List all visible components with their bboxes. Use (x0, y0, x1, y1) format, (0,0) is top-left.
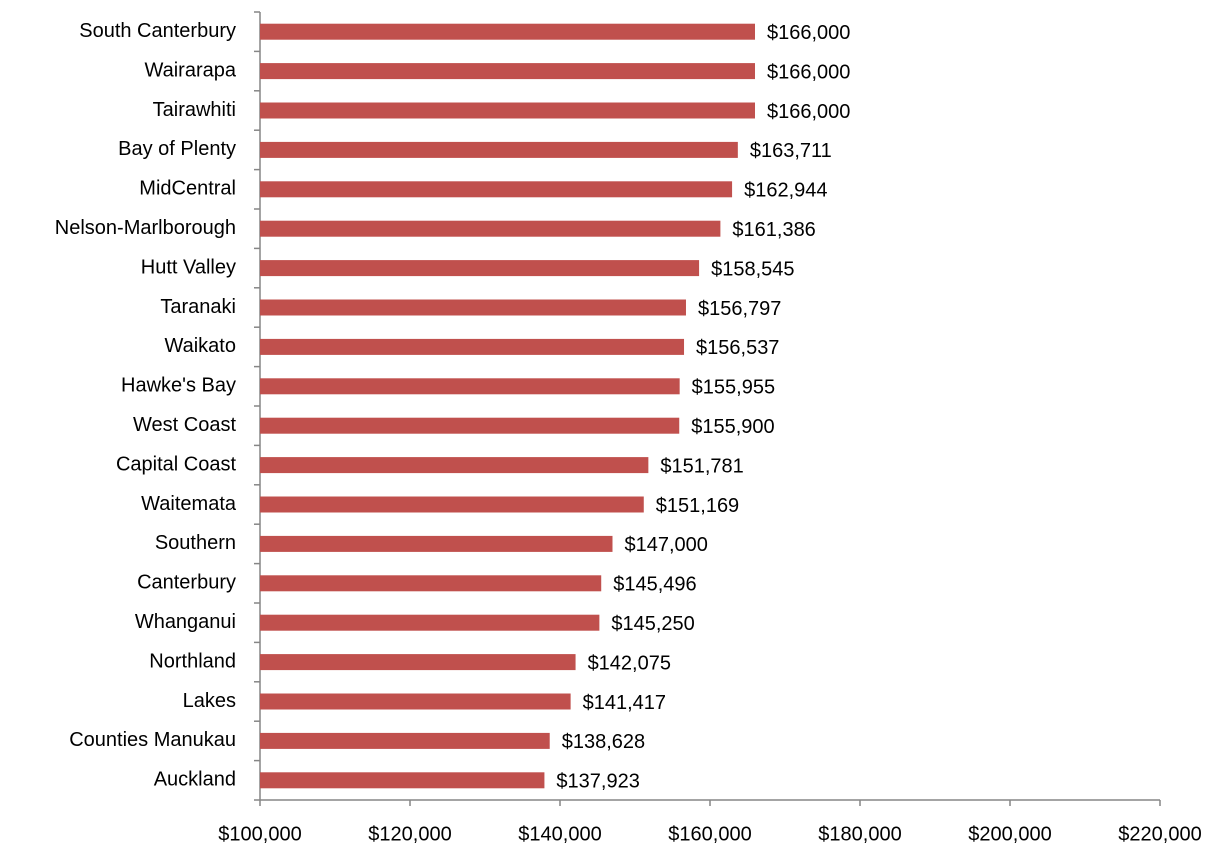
x-tick-label: $180,000 (818, 823, 901, 845)
category-label: Capital Coast (116, 453, 237, 475)
category-label: Nelson-Marlborough (55, 217, 236, 239)
value-label: $166,000 (767, 22, 850, 44)
value-label: $145,496 (613, 574, 696, 596)
x-tick-label: $120,000 (368, 823, 451, 845)
value-label: $158,545 (711, 258, 794, 280)
bar (260, 457, 649, 474)
bar (260, 338, 685, 355)
value-label: $138,628 (562, 731, 645, 753)
value-label: $151,781 (660, 455, 743, 477)
bar (260, 181, 733, 198)
bar (260, 772, 545, 789)
category-label: Northland (149, 650, 236, 672)
value-label: $162,944 (744, 180, 827, 202)
x-tick-label: $100,000 (218, 823, 301, 845)
bar (260, 417, 680, 434)
bar (260, 496, 644, 513)
value-label: $151,169 (656, 495, 739, 517)
bar (260, 654, 576, 671)
category-label: Canterbury (137, 572, 236, 594)
value-label: $141,417 (583, 692, 666, 714)
bar (260, 575, 602, 592)
x-tick-label: $220,000 (1118, 823, 1201, 845)
value-label: $155,900 (691, 416, 774, 438)
bar (260, 732, 550, 749)
x-tick-label: $160,000 (668, 823, 751, 845)
bar (260, 102, 755, 119)
bar (260, 535, 613, 552)
value-label: $142,075 (588, 652, 671, 674)
category-label: South Canterbury (79, 20, 236, 42)
value-label: $166,000 (767, 61, 850, 83)
x-tick-label: $140,000 (518, 823, 601, 845)
value-label: $163,711 (750, 140, 832, 162)
category-label: Bay of Plenty (118, 138, 236, 160)
bar (260, 220, 721, 237)
bar (260, 23, 755, 40)
bar (260, 378, 680, 395)
value-label: $155,955 (692, 377, 775, 399)
category-label: Tairawhiti (153, 99, 236, 121)
category-label: Auckland (154, 769, 236, 791)
category-label: Hawke's Bay (121, 375, 236, 397)
bar (260, 693, 571, 710)
value-label: $137,923 (556, 771, 639, 793)
value-label: $147,000 (625, 534, 708, 556)
category-label: Waitemata (141, 493, 237, 515)
category-label: Waikato (164, 335, 236, 357)
category-label: Counties Manukau (69, 729, 236, 751)
category-label: Hutt Valley (141, 256, 236, 278)
category-label: Whanganui (135, 611, 236, 633)
value-label: $145,250 (611, 613, 694, 635)
value-label: $161,386 (732, 219, 815, 241)
value-label: $156,537 (696, 337, 779, 359)
category-label: Lakes (183, 690, 236, 712)
value-label: $166,000 (767, 101, 850, 123)
bar (260, 260, 700, 277)
category-label: MidCentral (139, 178, 236, 200)
bar (260, 63, 755, 80)
bar (260, 614, 600, 631)
category-label: West Coast (133, 414, 236, 436)
category-label: Southern (155, 532, 236, 554)
category-label: Wairarapa (144, 59, 236, 81)
x-tick-label: $200,000 (968, 823, 1051, 845)
category-label: Taranaki (160, 296, 236, 318)
bar (260, 299, 686, 316)
bar (260, 141, 738, 158)
value-label: $156,797 (698, 298, 781, 320)
